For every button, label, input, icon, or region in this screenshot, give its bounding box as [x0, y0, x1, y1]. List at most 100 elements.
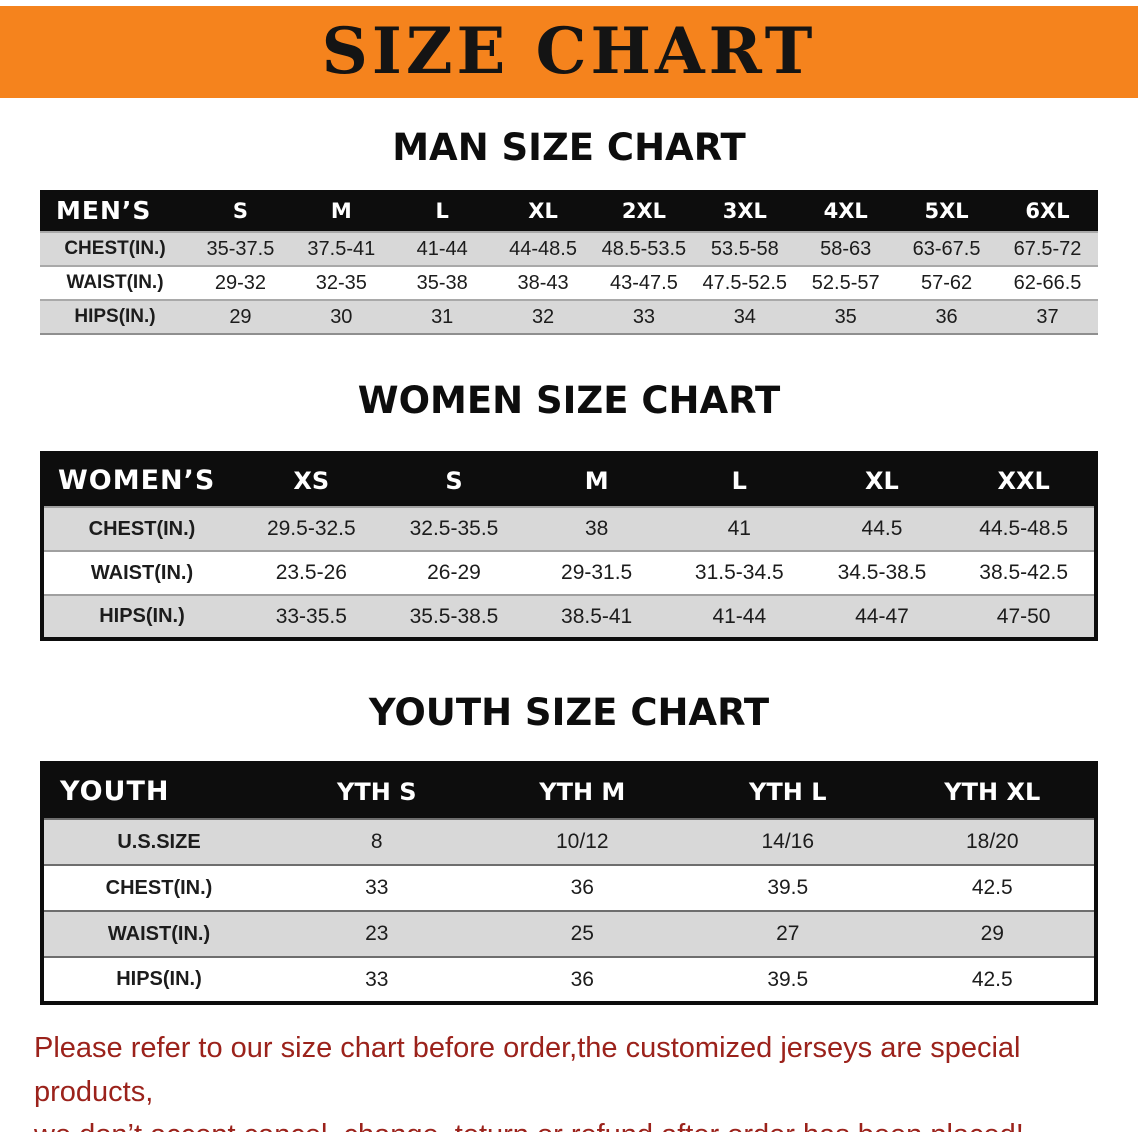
row-label: WAIST(IN.)	[90, 561, 194, 584]
table-cell: 39.5	[767, 876, 809, 899]
column-header: L	[667, 453, 811, 507]
column-header: S	[190, 190, 291, 232]
table-cell: 41-44	[712, 604, 767, 628]
table-cell: 29	[980, 922, 1004, 945]
table-cell: 32.5-35.5	[409, 517, 499, 540]
column-header: YTH L	[685, 763, 891, 819]
table-cell: 62-66.5	[1013, 271, 1082, 294]
row-label: CHEST(IN.)	[88, 517, 196, 540]
row-label: CHEST(IN.)	[105, 876, 213, 899]
row-label: CHEST(IN.)	[64, 238, 166, 259]
table-cell: 48.5-53.5	[601, 237, 687, 260]
table-cell: 41	[727, 517, 751, 540]
banner-title: SIZE CHART	[321, 14, 817, 89]
table-cell: 29-32	[214, 271, 267, 294]
column-header: 5XL	[896, 190, 997, 232]
women-section: WOMEN SIZE CHART WOMEN’S XS S M L XL XXL CHEST…	[0, 379, 1138, 641]
table-cell: 29-31.5	[561, 561, 633, 584]
men-section: MAN SIZE CHART MEN’S S M L XL 2XL 3XL 4XL 5XL 6XL…	[0, 126, 1138, 335]
header-row: WOMEN’S XS S M L XL XXL	[42, 453, 1096, 507]
footer-line-1: Please refer to our size chart before or…	[34, 1032, 1021, 1108]
table-cell: 58-63	[820, 237, 872, 260]
table-cell: 53.5-58	[710, 237, 779, 260]
table-cell: 42.5	[971, 967, 1013, 991]
table-cell: 37.5-41	[307, 237, 376, 260]
table-cell: 29	[229, 305, 252, 328]
column-header: XL	[810, 453, 954, 507]
table-cell: 29.5-32.5	[266, 517, 356, 540]
table-cell: 8	[370, 830, 383, 853]
table-cell: 10/12	[555, 830, 609, 853]
footer-note: Please refer to our size chart before or…	[0, 1027, 1138, 1132]
table-cell: 38-43	[517, 271, 569, 294]
table-cell: 14/16	[761, 830, 815, 853]
youth-table-body: U.S.SIZE 8 10/12 14/16 18/20 CHEST(IN.) 33 36 39…	[42, 819, 1096, 1003]
table-cell: 47.5-52.5	[702, 271, 788, 294]
men-table-body: CHEST(IN.) 35-37.5 37.5-41 41-44 44-48.5 48.5…	[40, 232, 1098, 334]
table-cell: 23	[365, 922, 389, 945]
table-cell: 36	[570, 967, 594, 991]
column-header: L	[391, 190, 493, 232]
youth-section: YOUTH SIZE CHART YOUTH YTH S YTH M YTH L YTH…	[0, 691, 1138, 1005]
table-cell: 44.5	[861, 517, 903, 540]
table-cell: 23.5-26	[275, 561, 347, 584]
table-cell: 34	[733, 305, 756, 328]
table-cell: 33-35.5	[275, 604, 347, 628]
table-cell: 31.5-34.5	[694, 561, 784, 584]
table-cell: 35-37.5	[206, 237, 275, 260]
women-chart-heading: WOMEN SIZE CHART	[357, 379, 781, 422]
table-cell: 32	[531, 305, 555, 328]
table-title-cell: MEN’S	[40, 190, 190, 232]
table-cell: 31	[431, 305, 454, 328]
table-cell: 38.5-41	[561, 604, 633, 628]
table-cell: 32-35	[315, 271, 367, 294]
table-cell: 36	[935, 305, 958, 328]
table-cell: 37	[1036, 305, 1059, 328]
table-cell: 47-50	[996, 604, 1051, 628]
table-cell: 52.5-57	[811, 271, 880, 294]
table-cell: 44-47	[855, 604, 909, 628]
row-label: HIPS(IN.)	[74, 306, 156, 327]
row-label: WAIST(IN.)	[66, 272, 164, 293]
table-row: CHEST(IN.) 29.5-32.5 32.5-35.5 38 41 44.5 44.5…	[42, 507, 1096, 551]
row-label: WAIST(IN.)	[107, 922, 211, 945]
table-row: U.S.SIZE 8 10/12 14/16 18/20	[42, 819, 1096, 865]
column-header: XL	[492, 190, 594, 232]
table-cell: 57-62	[920, 271, 973, 294]
table-cell: 63-67.5	[912, 237, 981, 260]
table-cell: 36	[570, 876, 594, 899]
table-cell: 18/20	[965, 830, 1019, 853]
table-cell: 27	[776, 922, 800, 945]
table-cell: 38.5-42.5	[979, 561, 1069, 584]
column-header: S	[382, 453, 526, 507]
table-cell: 44.5-48.5	[979, 517, 1069, 540]
column-header: 4XL	[795, 190, 897, 232]
column-header: XXL	[953, 453, 1096, 507]
table-cell: 39.5	[767, 967, 809, 991]
table-row: HIPS(IN.) 33 36 39.5 42.5	[42, 957, 1096, 1003]
women-table-header: WOMEN’S XS S M L XL XXL	[42, 453, 1096, 507]
table-cell: 35-38	[416, 271, 468, 294]
men-table-header: MEN’S S M L XL 2XL 3XL 4XL 5XL 6XL	[40, 190, 1098, 232]
row-label: U.S.SIZE	[117, 830, 201, 853]
table-cell: 44-48.5	[509, 237, 577, 260]
table-cell: 42.5	[971, 876, 1013, 899]
column-header: M	[290, 190, 392, 232]
column-header: M	[525, 453, 668, 507]
column-header: YTH M	[479, 763, 685, 819]
table-cell: 30	[330, 305, 353, 328]
row-label: HIPS(IN.)	[116, 968, 202, 990]
table-cell: 33	[365, 876, 389, 899]
header-row: YOUTH YTH S YTH M YTH L YTH XL	[42, 763, 1096, 819]
footer-line-2: we don’t accept cancel, change, teturn o…	[34, 1114, 1104, 1132]
column-header: 3XL	[694, 190, 796, 232]
women-table-body: CHEST(IN.) 29.5-32.5 32.5-35.5 38 41 44.5 44.5…	[42, 507, 1096, 639]
column-header: 2XL	[593, 190, 695, 232]
youth-table-header: YOUTH YTH S YTH M YTH L YTH XL	[42, 763, 1096, 819]
men-chart-heading: MAN SIZE CHART	[392, 126, 746, 169]
men-size-table: MEN’S S M L XL 2XL 3XL 4XL 5XL 6XL CHEST(IN.) 35-3…	[40, 190, 1098, 335]
table-row: WAIST(IN.) 29-32 32-35 35-38 38-43 43-47.5 47.…	[40, 266, 1098, 300]
column-header: 6XL	[997, 190, 1098, 232]
table-cell: 43-47.5	[610, 271, 678, 294]
table-cell: 35.5-38.5	[409, 604, 499, 628]
